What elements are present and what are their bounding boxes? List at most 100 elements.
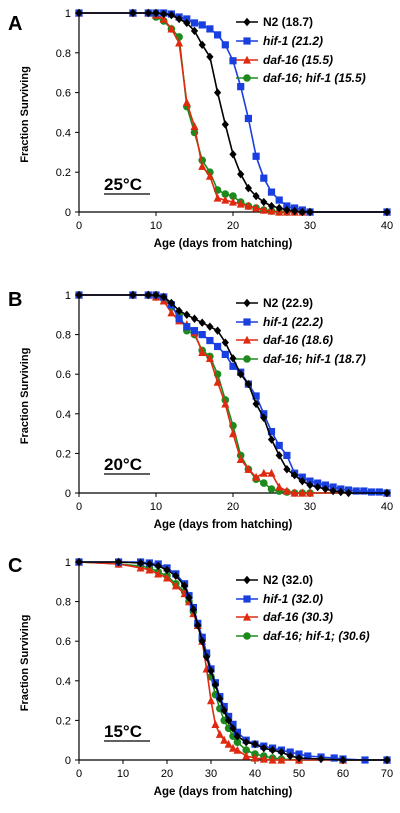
- data-point: [236, 199, 245, 208]
- data-point: [244, 114, 252, 123]
- data-point: [229, 429, 237, 438]
- data-point: [189, 605, 197, 614]
- x-tick-label: 10: [117, 768, 129, 780]
- y-tick-label: 0: [65, 488, 71, 500]
- legend-marker: [243, 74, 251, 82]
- data-point: [383, 755, 391, 765]
- legend-entry: hif-1 (22.2): [263, 315, 323, 329]
- data-point: [213, 193, 222, 202]
- data-point: [267, 188, 276, 196]
- legend-entry: hif-1 (21.2): [263, 34, 323, 48]
- y-tick-label: 0: [65, 207, 71, 219]
- data-point: [129, 8, 137, 18]
- y-tick-label: 0.4: [56, 127, 71, 139]
- data-point: [275, 482, 284, 491]
- x-tick-label: 40: [381, 501, 393, 513]
- x-tick-label: 30: [304, 220, 316, 232]
- legend-entry: N2 (22.9): [263, 296, 313, 310]
- data-point: [182, 98, 191, 107]
- data-point: [375, 488, 383, 496]
- data-point: [183, 323, 191, 331]
- data-point: [233, 732, 241, 741]
- data-point: [321, 484, 329, 494]
- x-tick-label: 30: [205, 768, 217, 780]
- data-point: [75, 557, 83, 567]
- legend-marker: [243, 318, 251, 326]
- data-point: [175, 14, 183, 24]
- data-point: [277, 755, 286, 764]
- data-point: [268, 755, 277, 764]
- series-line: [79, 294, 388, 494]
- data-point: [275, 451, 283, 460]
- data-point: [144, 290, 152, 300]
- data-point: [198, 161, 207, 170]
- data-point: [221, 195, 230, 204]
- temperature-label: 15°C: [104, 722, 142, 741]
- y-tick-label: 0.4: [56, 409, 71, 421]
- data-point: [298, 476, 306, 486]
- x-tick-label: 50: [293, 768, 305, 780]
- data-point: [220, 706, 228, 715]
- data-point: [368, 488, 376, 496]
- data-point: [298, 488, 307, 497]
- data-point: [237, 370, 245, 379]
- legend: N2 (32.0) hif-1 (32.0) daf-16 (30.3) daf-16…: [236, 573, 370, 643]
- y-tick-label: 0.8: [56, 330, 71, 342]
- data-point: [269, 745, 277, 755]
- legend-entry: N2 (32.0): [263, 573, 313, 587]
- x-tick-label: 0: [76, 768, 82, 780]
- data-point: [144, 8, 152, 18]
- data-point: [154, 569, 163, 578]
- data-point: [277, 747, 285, 757]
- data-point: [160, 292, 168, 302]
- data-point: [252, 472, 261, 481]
- data-point: [181, 581, 189, 590]
- data-point: [171, 581, 180, 590]
- data-point: [225, 716, 233, 725]
- x-axis-title: Age (days from hatching): [154, 786, 293, 798]
- data-point: [383, 207, 391, 217]
- series-0: [75, 8, 391, 217]
- data-point: [205, 171, 214, 180]
- x-axis-title: Age (days from hatching): [154, 519, 293, 531]
- data-point: [304, 752, 312, 760]
- data-point: [252, 399, 260, 409]
- x-tick-label: 20: [227, 501, 239, 513]
- series-0: [75, 557, 391, 765]
- data-point: [237, 83, 245, 91]
- panel-label: A: [8, 13, 22, 35]
- data-point: [283, 465, 291, 474]
- temperature-label: 25°C: [104, 175, 142, 194]
- legend-entry: daf-16 (15.5): [263, 53, 333, 67]
- y-tick-label: 1: [65, 290, 71, 302]
- y-tick-label: 1: [65, 557, 71, 569]
- legend-entry: hif-1 (32.0): [263, 592, 323, 606]
- data-point: [137, 558, 145, 568]
- data-point: [229, 724, 237, 733]
- data-point: [129, 290, 137, 300]
- data-point: [282, 486, 291, 495]
- data-point: [206, 52, 214, 61]
- data-point: [206, 322, 214, 331]
- data-point: [229, 354, 237, 363]
- data-point: [183, 18, 191, 28]
- data-point: [213, 377, 222, 386]
- data-point: [252, 191, 260, 201]
- y-tick-label: 0: [65, 755, 71, 767]
- data-point: [275, 441, 283, 450]
- legend-entry: daf-16; hif-1 (15.5): [263, 71, 366, 85]
- data-point: [267, 428, 276, 436]
- data-point: [339, 755, 347, 765]
- legend-marker: [243, 595, 251, 603]
- data-point: [314, 482, 322, 492]
- data-point: [229, 150, 237, 159]
- data-point: [229, 57, 237, 65]
- data-point: [275, 196, 283, 204]
- data-point: [136, 563, 145, 572]
- x-tick-label: 0: [76, 220, 82, 232]
- y-axis-title: Fraction Surviving: [19, 66, 31, 163]
- data-point: [337, 487, 345, 497]
